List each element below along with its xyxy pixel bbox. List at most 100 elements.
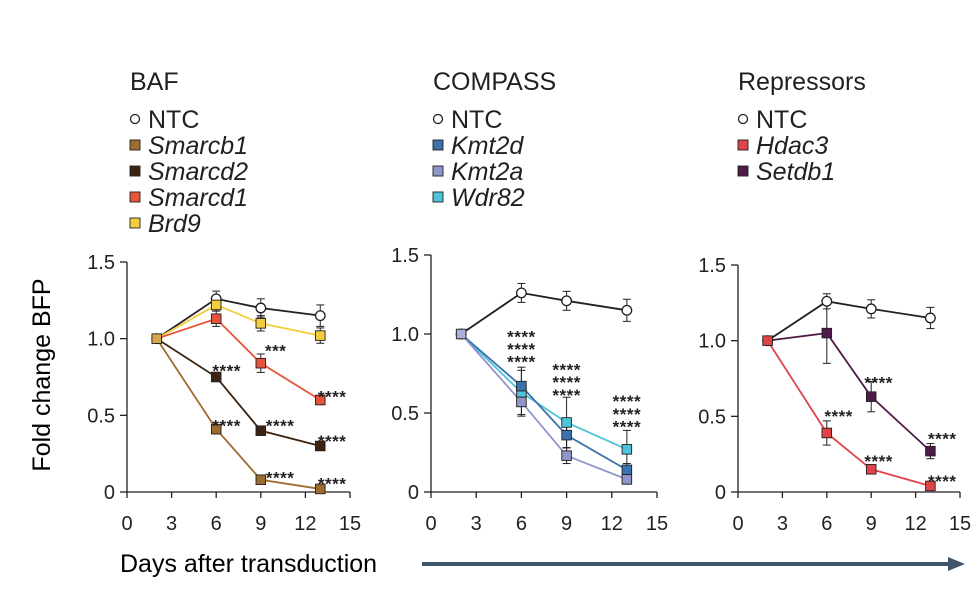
x-tick-label: 0: [121, 513, 132, 535]
data-point-hdac3: [925, 480, 936, 492]
x-tick-label: 12: [294, 513, 316, 535]
series-line-wdr82: [460, 333, 628, 451]
data-point-ntc: [924, 312, 936, 324]
data-point-smarcb1: [210, 423, 222, 435]
data-point-setdb1: [925, 445, 936, 457]
significance-label: ****: [266, 469, 294, 488]
x-tick-label: 3: [777, 513, 788, 535]
x-axis-label: Days after transduction: [120, 550, 377, 578]
legend-marker-circle: [129, 113, 141, 125]
significance-label: ****: [266, 416, 294, 435]
x-tick-label: 3: [471, 513, 482, 535]
data-point-ntc: [865, 303, 877, 315]
legend-marker-square: [129, 217, 141, 229]
y-tick-label: 0: [408, 482, 419, 504]
series-line-smarcd1: [156, 317, 321, 401]
data-point-start: [762, 335, 773, 346]
legend-label: NTC: [451, 106, 502, 134]
data-point-brd9: [210, 299, 222, 311]
data-point-kmt2d: [561, 429, 572, 441]
data-point-kmt2a: [516, 396, 527, 408]
data-point-smarcb1: [255, 474, 267, 485]
legend-label: Smarcd1: [148, 184, 248, 212]
x-tick-label: 9: [561, 513, 572, 535]
x-tick-label: 0: [425, 513, 436, 535]
y-tick-label: 1.0: [391, 324, 419, 346]
significance-label: ****: [864, 452, 892, 471]
legend-label: NTC: [148, 106, 199, 134]
series-line-smarcb1: [155, 338, 321, 490]
data-point-wdr82: [621, 444, 633, 455]
significance-label: ****: [928, 429, 956, 448]
series-line-setdb1: [767, 332, 932, 452]
significance-label: ****: [212, 416, 240, 435]
legend-marker-circle: [432, 113, 444, 125]
series-line-smarcd2: [156, 337, 321, 447]
x-tick-label: 6: [516, 513, 527, 535]
data-point-kmt2a: [621, 474, 633, 485]
x-tick-label: 6: [211, 513, 222, 535]
panel-title: COMPASS: [433, 68, 556, 96]
x-tick-label: 9: [866, 513, 877, 535]
data-point-kmt2d: [621, 464, 633, 476]
significance-label: ****: [552, 361, 580, 380]
legend-marker-square: [432, 191, 444, 203]
data-point-smarcb1: [315, 483, 326, 495]
legend-marker-square: [129, 165, 141, 177]
data-point-brd9: [315, 330, 326, 341]
data-point-start: [151, 333, 162, 344]
y-axis-label: Fold change BFP: [28, 278, 56, 471]
data-point-smarcd1: [255, 357, 267, 369]
x-tick-label: 15: [339, 513, 361, 535]
data-point-smarcd2: [315, 440, 326, 452]
x-tick-label: 0: [732, 513, 743, 535]
series-line-kmt2d: [460, 333, 628, 471]
legend-marker-circle: [737, 113, 749, 125]
significance-label: ****: [552, 386, 580, 405]
legend-label: Smarcd2: [148, 158, 248, 186]
data-point-smarcd2: [255, 425, 267, 436]
significance-label: ****: [864, 374, 892, 393]
data-point-hdac3: [821, 427, 833, 439]
data-point-smarcd1: [315, 394, 326, 406]
data-point-kmt2d: [516, 380, 527, 392]
y-tick-label: 0.5: [698, 406, 726, 428]
legend-label: Kmt2d: [451, 132, 524, 160]
data-point-wdr82: [561, 417, 572, 428]
legend-marker-square: [129, 139, 141, 151]
legend-label: Setdb1: [756, 158, 835, 186]
y-tick-label: 1.5: [87, 252, 115, 274]
y-tick-label: 0: [104, 482, 115, 504]
significance-label: ****: [318, 475, 346, 494]
significance-label: ****: [613, 392, 641, 411]
y-tick-label: 1.0: [87, 329, 115, 351]
legend-label: Smarcb1: [148, 132, 248, 160]
significance-label: ****: [507, 340, 535, 359]
x-tick-label: 15: [646, 513, 668, 535]
y-tick-label: 1.5: [698, 255, 726, 277]
x-tick-label: 12: [904, 513, 926, 535]
y-tick-label: 0.5: [391, 403, 419, 425]
legend-label: Wdr82: [451, 184, 525, 212]
significance-label: ****: [507, 327, 535, 346]
significance-label: ****: [613, 405, 641, 424]
legend-marker-square: [432, 165, 444, 177]
significance-label: ****: [552, 373, 580, 392]
data-point-smarcd1: [210, 313, 222, 324]
x-axis-arrowhead: [948, 557, 965, 571]
significance-label: ****: [824, 407, 852, 426]
data-point-setdb1: [821, 327, 833, 339]
series-line-ntc: [767, 300, 931, 342]
data-point-ntc: [561, 295, 573, 307]
series-line-brd9: [156, 303, 321, 340]
data-point-kmt2a: [561, 450, 572, 461]
data-point-ntc: [515, 287, 527, 299]
panel-title: BAF: [130, 68, 179, 96]
significance-label: ****: [318, 387, 346, 406]
legend-marker-square: [432, 139, 444, 151]
data-point-smarcd2: [210, 371, 222, 383]
legend-label: NTC: [756, 106, 807, 134]
